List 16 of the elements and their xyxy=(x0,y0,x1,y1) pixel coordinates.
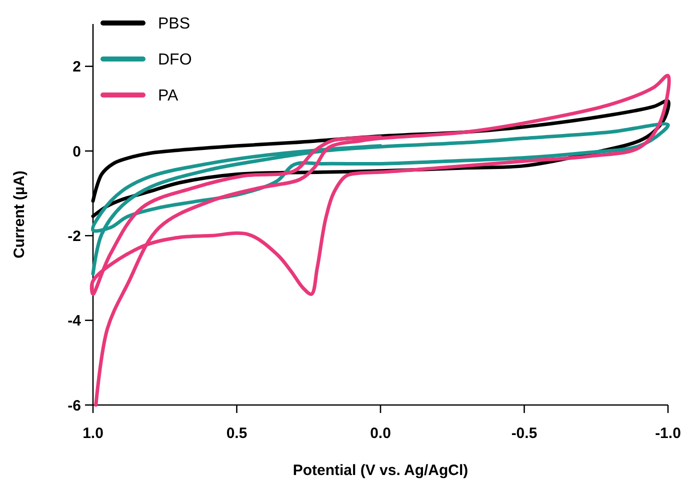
x-tick-label: 1.0 xyxy=(82,425,104,442)
y-tick-label: -4 xyxy=(68,312,82,330)
y-tick-label: -2 xyxy=(68,228,81,245)
y-tick-label: -6 xyxy=(68,397,81,414)
y-axis-title: Current (µA) xyxy=(11,170,28,258)
x-axis-title: Potential (V vs. Ag/AgCl) xyxy=(292,462,468,479)
x-tick-label: 0.5 xyxy=(226,425,248,442)
legend-label: PBS xyxy=(158,16,190,33)
x-tick-label: -0.5 xyxy=(511,425,538,442)
y-tick-label: 2 xyxy=(72,58,81,76)
line-series xyxy=(91,123,670,276)
x-tick-label: -1.0 xyxy=(655,425,681,442)
x-tick-label: 0.0 xyxy=(370,425,391,442)
y-tick-label: 0 xyxy=(72,143,81,160)
legend-label: DFO xyxy=(158,52,192,69)
legend-label: PA xyxy=(158,88,178,105)
